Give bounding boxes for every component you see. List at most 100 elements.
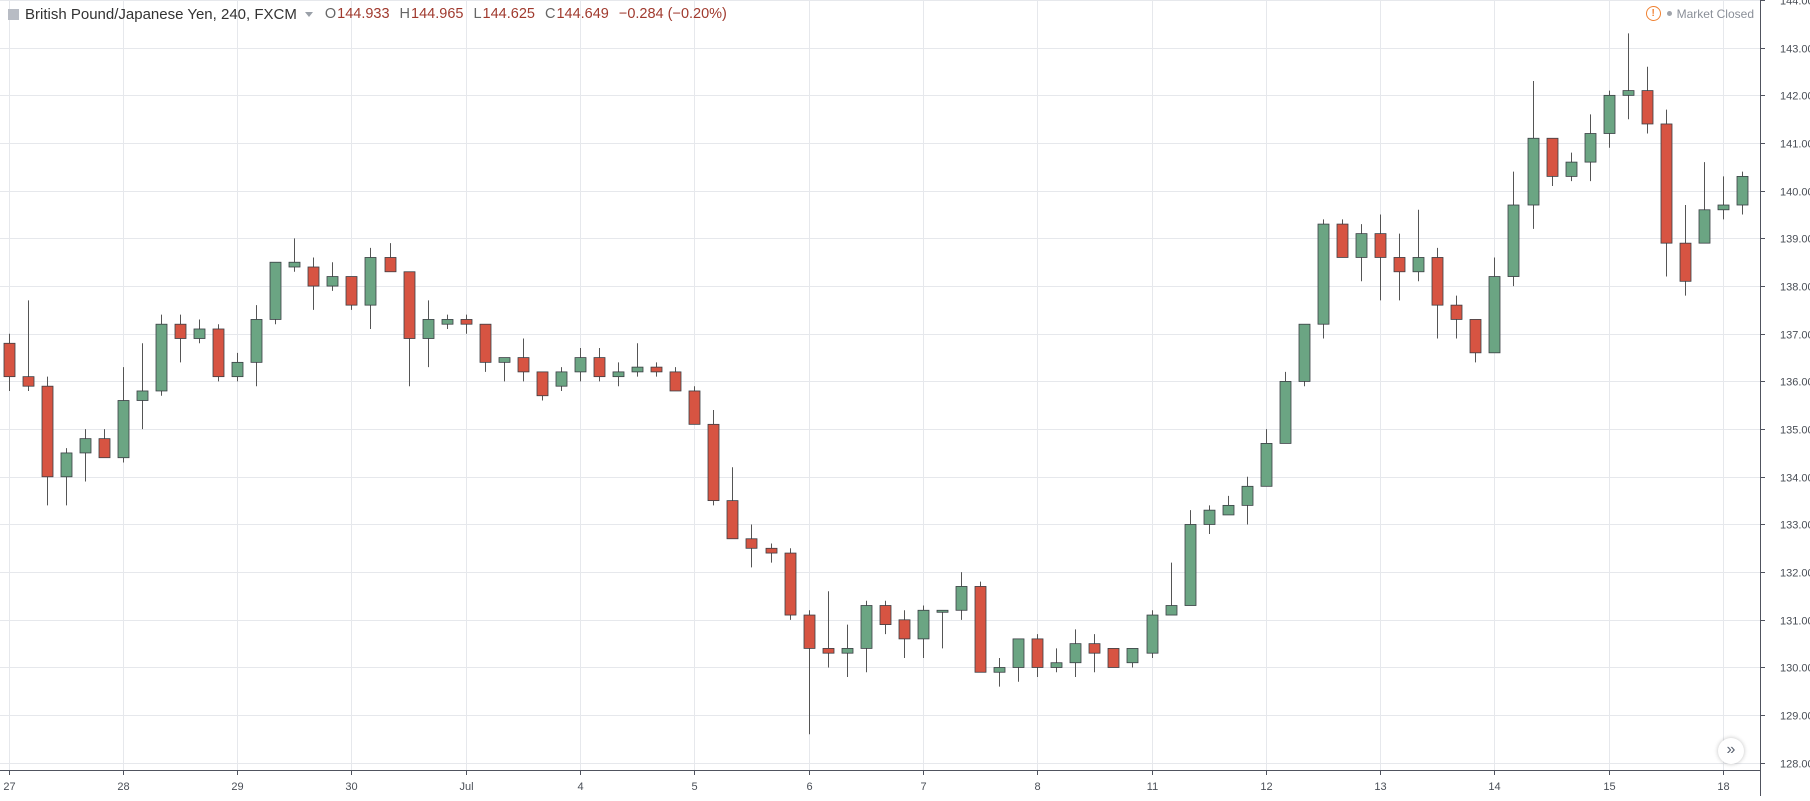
candle-down — [669, 371, 682, 392]
candle-up — [155, 323, 168, 392]
candle-up — [1241, 485, 1254, 506]
x-tick-label: 8 — [1034, 781, 1040, 793]
low-readout: L144.625 — [473, 6, 535, 22]
candle-down — [688, 390, 701, 425]
x-tick-label: 14 — [1488, 781, 1500, 793]
candle-down — [1431, 257, 1444, 306]
candle-up — [917, 609, 930, 640]
market-status[interactable]: ! Market Closed — [1645, 6, 1754, 21]
y-tick-label: 144.000 — [1780, 0, 1810, 8]
y-tick-label: 131.000 — [1780, 616, 1810, 628]
y-tick-label: 130.000 — [1780, 663, 1810, 675]
candle-down — [1393, 257, 1406, 273]
candle-up — [1565, 161, 1578, 177]
candle-up — [1698, 209, 1711, 244]
y-tick-label: 138.000 — [1780, 282, 1810, 294]
candle-up — [936, 609, 949, 613]
candle-down — [536, 371, 549, 397]
candle-up — [269, 261, 282, 320]
candle-up — [117, 400, 130, 459]
candle-up — [1165, 605, 1178, 616]
candle-up — [1012, 638, 1025, 668]
candle-up — [1126, 648, 1139, 664]
candle-down — [745, 538, 758, 549]
x-tick-label: 5 — [691, 781, 697, 793]
candle-up — [364, 257, 377, 306]
y-tick-label: 134.000 — [1780, 473, 1810, 485]
candle-down — [1660, 123, 1673, 244]
warning-icon[interactable]: ! — [1645, 6, 1661, 21]
y-tick-label: 135.000 — [1780, 425, 1810, 437]
candle-up — [860, 605, 873, 649]
y-tick-label: 132.000 — [1780, 568, 1810, 580]
candle-up — [193, 328, 206, 339]
candle-up — [1412, 257, 1425, 273]
candle-down — [3, 342, 16, 378]
y-tick-label: 141.000 — [1780, 139, 1810, 151]
x-tick-label: 12 — [1260, 781, 1272, 793]
scroll-to-realtime-button[interactable]: » — [1718, 738, 1744, 764]
x-tick-label: 13 — [1374, 781, 1386, 793]
candle-down — [822, 648, 835, 654]
candle-up — [555, 371, 568, 387]
candle-up — [1603, 94, 1616, 134]
candle-down — [650, 366, 663, 373]
candle-up — [79, 438, 92, 454]
candle-down — [307, 266, 320, 287]
y-tick-label: 142.000 — [1780, 91, 1810, 103]
candle-down — [1374, 233, 1387, 258]
candle-down — [974, 586, 987, 673]
y-tick-label: 143.000 — [1780, 44, 1810, 56]
candle-up — [441, 319, 454, 325]
candle-up — [422, 319, 435, 339]
candle-up — [841, 648, 854, 654]
candle-down — [707, 423, 720, 502]
candle-down — [1546, 137, 1559, 177]
candle-up — [574, 357, 587, 373]
candle-down — [403, 271, 416, 339]
candle-down — [22, 376, 35, 387]
candle-up — [326, 276, 339, 287]
symbol-legend: British Pound/Japanese Yen, 240, FXCM O1… — [0, 0, 727, 28]
candle-down — [1031, 638, 1044, 668]
candle-up — [993, 667, 1006, 673]
candle-up — [1203, 509, 1216, 525]
candle-up — [1298, 323, 1311, 382]
y-tick-label: 136.000 — [1780, 377, 1810, 389]
candle-up — [231, 361, 244, 378]
candle-down — [384, 257, 397, 273]
candle-down — [174, 323, 187, 339]
candle-up — [250, 319, 263, 363]
candle-up — [1069, 643, 1082, 664]
candle-up — [498, 357, 511, 363]
candle-down — [212, 328, 225, 378]
candle-down — [803, 614, 816, 649]
x-tick-label: 27 — [3, 781, 15, 793]
y-tick-label: 137.000 — [1780, 330, 1810, 342]
candle-up — [955, 586, 968, 611]
candle-down — [345, 276, 358, 306]
candle-up — [1184, 524, 1197, 606]
y-tick-label: 129.000 — [1780, 711, 1810, 723]
open-readout: O144.933 — [324, 6, 390, 22]
candle-down — [726, 500, 739, 540]
candle-down — [784, 552, 797, 616]
candle-up — [136, 390, 149, 401]
candle-up — [1317, 223, 1330, 325]
symbol-title[interactable]: British Pound/Japanese Yen, 240, FXCM — [25, 5, 297, 23]
candle-down — [460, 319, 473, 325]
candle-down — [898, 619, 911, 640]
candle-up — [60, 452, 73, 478]
status-dot-icon — [1666, 11, 1672, 16]
candle-up — [288, 261, 301, 268]
x-tick-label: 11 — [1147, 781, 1158, 793]
candle-up — [612, 371, 625, 378]
candle-down — [1088, 643, 1101, 654]
double-chevron-right-icon: » — [1726, 741, 1736, 758]
candle-up — [1527, 137, 1540, 206]
chevron-down-icon[interactable] — [304, 11, 313, 17]
candle-up — [1146, 614, 1159, 654]
candle-down — [1107, 648, 1120, 668]
